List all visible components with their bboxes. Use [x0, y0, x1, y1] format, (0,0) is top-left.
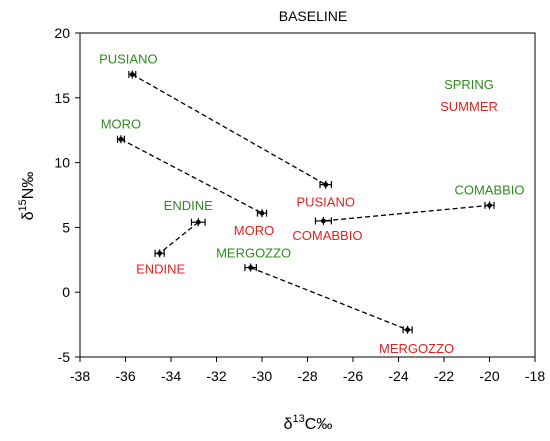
- connector-line: [159, 221, 199, 254]
- point-marker: [259, 210, 265, 216]
- x-tick-label: -28: [297, 368, 317, 384]
- x-tick-label: -38: [70, 368, 90, 384]
- y-tick-label: 0: [62, 284, 70, 300]
- data-point: [314, 216, 332, 225]
- data-points: [116, 70, 495, 334]
- point-label: MERGOZZO: [379, 341, 454, 356]
- y-axis-label-superscript: 15: [17, 199, 29, 211]
- point-labels: PUSIANO PUSIANO MORO MORO ENDINE ENDINE COMABB…: [99, 51, 524, 355]
- y-axis-label-suffix: N‰: [20, 172, 37, 200]
- x-axis-label: δ13C‰: [284, 413, 333, 433]
- x-tick-label: -20: [479, 368, 499, 384]
- connector-line: [323, 204, 490, 222]
- legend-entry: SPRING: [444, 77, 494, 92]
- point-label: MORO: [234, 223, 274, 238]
- data-point: [256, 209, 268, 218]
- point-marker: [157, 250, 163, 256]
- point-label: COMABBIO: [454, 182, 524, 197]
- legend: SPRING SUMMER: [440, 77, 498, 114]
- x-axis-label-suffix: C‰: [305, 416, 333, 433]
- x-tick-label: -24: [388, 368, 408, 384]
- data-point: [319, 180, 332, 189]
- point-marker: [248, 265, 254, 270]
- x-tick-label: -26: [343, 368, 363, 384]
- point-label: COMABBIO: [292, 228, 362, 243]
- data-point: [154, 249, 165, 258]
- legend-entry: SUMMER: [440, 99, 498, 114]
- point-label: PUSIANO: [99, 51, 158, 66]
- x-tick-label: -30: [252, 368, 272, 384]
- point-label: MERGOZZO: [216, 246, 291, 261]
- x-tick-label: -34: [161, 368, 181, 384]
- connector-line: [132, 73, 327, 186]
- x-tick-label: -32: [206, 368, 226, 384]
- point-marker: [195, 219, 201, 225]
- data-point: [190, 218, 206, 227]
- connector-line: [250, 266, 408, 331]
- chart-title: BASELINE: [279, 8, 347, 24]
- connector-lines: [120, 73, 490, 331]
- data-point: [484, 201, 495, 210]
- x-tick-label: -22: [434, 368, 454, 384]
- connector-line: [120, 138, 263, 214]
- point-marker: [321, 218, 326, 224]
- x-tick-label: -36: [115, 368, 135, 384]
- y-tick-label: -5: [58, 349, 71, 365]
- data-point: [116, 135, 125, 144]
- y-axis-label: δ15N‰: [17, 172, 37, 221]
- point-label: ENDINE: [136, 261, 185, 276]
- x-axis-ticks: -38 -36 -34 -32 -30 -28 -26 -24 -22 -20 -18: [70, 357, 545, 384]
- y-tick-label: 10: [54, 155, 70, 171]
- x-axis-label-prefix: δ: [284, 416, 293, 433]
- point-label: PUSIANO: [296, 195, 355, 210]
- data-point: [402, 325, 413, 334]
- data-point: [128, 70, 137, 79]
- y-tick-label: 20: [54, 25, 70, 41]
- y-axis-label-prefix: δ: [20, 211, 37, 220]
- point-marker: [487, 202, 492, 208]
- point-marker: [129, 72, 135, 77]
- point-marker: [405, 327, 410, 333]
- y-axis-ticks: -5 0 5 10 15 20: [54, 25, 80, 365]
- y-tick-label: 15: [54, 90, 70, 106]
- point-label: ENDINE: [164, 198, 213, 213]
- point-marker: [323, 182, 329, 188]
- data-point: [244, 263, 257, 272]
- x-axis-label-superscript: 13: [293, 413, 305, 425]
- x-tick-label: -18: [525, 368, 545, 384]
- point-marker: [118, 136, 124, 142]
- point-label: MORO: [101, 116, 141, 131]
- y-tick-label: 5: [62, 219, 70, 235]
